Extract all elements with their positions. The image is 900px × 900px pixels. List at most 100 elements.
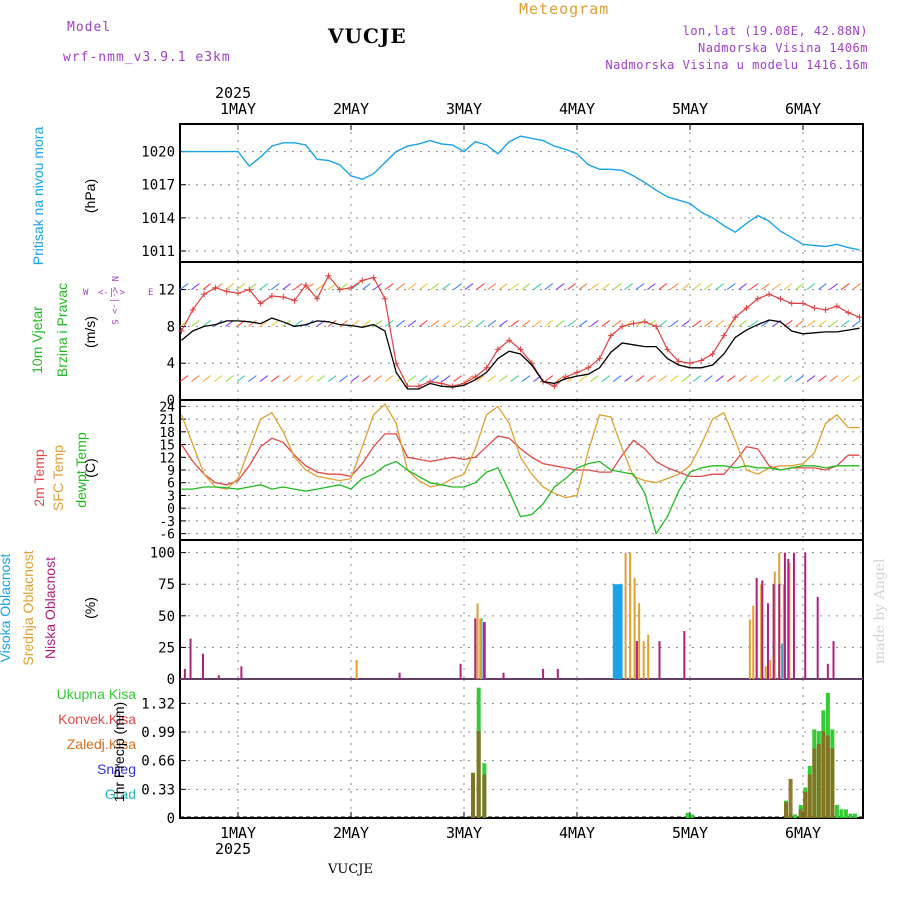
wind-direction-arrow [704, 283, 713, 291]
wind-gust-point [856, 314, 863, 321]
wind-gust-point [619, 323, 626, 330]
temperature-ytick-label: -6 [159, 528, 175, 543]
wind-direction-arrow [704, 319, 713, 327]
year-bottom: 2025 [215, 840, 252, 858]
wind-gust-point [766, 291, 773, 298]
wind-direction-arrow [476, 283, 485, 291]
legend-conv-rain: Konvek.Kisa [58, 711, 136, 727]
wind-direction-arrow [270, 375, 280, 383]
wind-gust-point [653, 323, 660, 330]
wind-direction-arrow [749, 375, 759, 383]
wind-direction-arrow [270, 319, 280, 327]
cloud-ytick-label: 100 [150, 546, 175, 562]
wind-gust-point [800, 300, 806, 307]
wind-ytick-label: 0 [167, 393, 175, 409]
conv-rain-bar [471, 772, 476, 818]
total-rain-bar [839, 809, 844, 818]
meteogram-label: Meteogram [519, 0, 610, 18]
wind-direction-arrow [236, 375, 246, 383]
wind-direction-arrow [704, 375, 713, 383]
wind-direction-arrow [658, 283, 668, 291]
wind-direction-arrow [407, 375, 417, 383]
low-cloud-bar [804, 552, 807, 679]
compass-indicator: W <-|-> E N <-|-> S [80, 262, 160, 325]
wind-gust-point [472, 374, 479, 380]
low-cloud-bar [683, 630, 686, 679]
wind-direction-arrow [635, 283, 645, 291]
low-cloud-bar [816, 596, 819, 679]
wind-direction-arrow [852, 283, 861, 291]
wind-direction-arrow [795, 319, 804, 327]
day-label-top: 5MAY [672, 100, 708, 118]
low-cloud-bar [792, 552, 795, 679]
day-label-top: 3MAY [446, 100, 482, 118]
wind-direction-arrow [441, 375, 451, 383]
wind-direction-arrow [669, 319, 679, 327]
mid-cloud-bar [773, 571, 776, 679]
wind-ytick-label: 4 [167, 356, 175, 372]
temperature-ytick-label: 18 [159, 426, 175, 441]
wind-direction-arrow [430, 375, 440, 383]
wind-direction-arrow [658, 375, 668, 383]
low-cloud-bar [189, 638, 192, 679]
temperature-ytick-label: 0 [167, 502, 175, 517]
wind-direction-arrow [441, 283, 451, 291]
wind-direction-arrow [248, 375, 257, 383]
wind-direction-arrow [419, 375, 428, 383]
wind-direction-arrow [396, 283, 405, 291]
precip-legend: Ukupna Kisa Konvek.Kisa Zaledj.Kisa Snij… [0, 686, 136, 806]
wind-gust-point [235, 290, 241, 297]
low-cloud-bar [483, 622, 486, 679]
low-cloud-bar [474, 618, 477, 679]
wind-direction-arrow [601, 283, 611, 291]
wind-gust-point [314, 295, 321, 302]
low-cloud-bar [755, 577, 758, 679]
wind-direction-arrow [795, 283, 804, 291]
wind-direction-arrow [510, 375, 519, 383]
wind-direction-arrow [362, 375, 371, 383]
mid-cloud-bar [647, 634, 650, 679]
wind-direction-arrow [384, 283, 394, 291]
wind-direction-arrow [772, 283, 782, 291]
wind-direction-arrow [612, 319, 622, 327]
low-cloud-bar [635, 641, 638, 679]
wind-direction-arrow [544, 375, 554, 383]
high-cloud-bar [612, 584, 616, 679]
wind-direction-arrow [430, 283, 440, 291]
wind-gust-point [291, 297, 298, 304]
wind-ytick-label: 12 [158, 283, 175, 299]
chart-frame [179, 123, 864, 819]
wind-direction-arrow [441, 319, 451, 327]
wind-direction-arrow [715, 375, 725, 383]
wind-direction-arrow [806, 283, 816, 291]
low-cloud-bar [783, 552, 786, 679]
conv-rain-bar [830, 748, 835, 818]
total-rain-bar [848, 813, 853, 818]
wind-direction-arrow [191, 375, 200, 383]
wind-direction-arrow [578, 283, 588, 291]
mid-cloud-bar [355, 660, 358, 679]
wind-direction-arrow [624, 283, 633, 291]
day-label-top: 1MAY [220, 100, 256, 118]
wind-gust-point [811, 305, 818, 311]
temperature-ytick-label: 21 [159, 413, 175, 428]
day-label-bottom: 6MAY [785, 824, 821, 842]
total-rain-bar [852, 813, 857, 818]
day-label-bottom: 5MAY [672, 824, 708, 842]
temperature-ytick-label: 12 [159, 451, 175, 466]
wind-direction-arrow [590, 375, 599, 383]
low-cloud-bar [459, 663, 462, 679]
wind-direction-arrow [806, 319, 816, 327]
wind-direction-arrow [669, 283, 679, 291]
wind-direction-arrow [453, 319, 462, 327]
wind-gust-point [280, 293, 287, 300]
cloud-ytick-label: 25 [158, 640, 175, 656]
wind-direction-arrow [761, 319, 770, 327]
wind-gust-point [720, 332, 727, 339]
wind-gust-point [506, 337, 513, 344]
wind-gust-point [257, 300, 264, 307]
conv-rain-bar [803, 791, 808, 818]
wind-direction-arrow [647, 375, 656, 383]
wind-direction-arrow [818, 319, 827, 327]
